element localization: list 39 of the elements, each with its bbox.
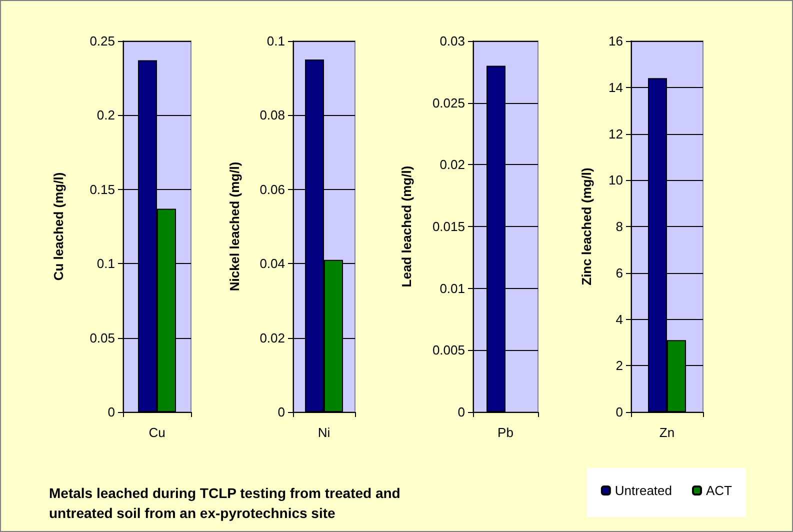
y-tick-label: 0 (458, 404, 465, 420)
y-tick-label: 0.025 (432, 95, 465, 110)
y-tick-label: 0.25 (90, 34, 115, 48)
y-axis-title: Lead leached (mg/l) (399, 166, 414, 288)
y-tick-label: 0 (616, 404, 623, 420)
y-tick-label: 6 (616, 265, 623, 280)
y-tick-label: 0.05 (90, 330, 115, 346)
legend-label: ACT (706, 483, 732, 498)
y-tick-label: 0.06 (260, 182, 285, 197)
y-tick-label: 0.08 (260, 108, 285, 123)
y-tick-label: 0.02 (260, 330, 285, 346)
x-tick-label: Pb (498, 425, 514, 440)
x-tick-label: Ni (318, 425, 330, 440)
y-tick-label: 4 (616, 312, 623, 327)
y-tick-label: 12 (608, 126, 623, 142)
y-tick-label: 2 (616, 358, 623, 374)
x-tick-label: Cu (148, 425, 166, 440)
y-tick-label: 0.015 (432, 219, 465, 234)
y-tick-label: 0 (108, 404, 115, 420)
y-axis-title: Cu leached (mg/l) (51, 172, 66, 281)
y-tick-label: 0.03 (440, 34, 465, 48)
y-tick-label: 0.2 (96, 108, 115, 123)
y-tick-label: 8 (616, 219, 623, 234)
y-tick-label: 0.1 (266, 34, 285, 48)
y-tick-label: 16 (608, 34, 623, 48)
x-tick-label: Zn (659, 425, 675, 440)
y-axis-title: Nickel leached (mg/l) (227, 162, 242, 292)
y-tick-label: 0.01 (440, 280, 465, 296)
y-tick-label: 14 (608, 80, 623, 95)
y-tick-label: 0.04 (260, 256, 285, 272)
legend-label: Untreated (614, 483, 672, 498)
y-tick-label: 0.005 (432, 342, 465, 358)
y-tick-label: 0 (278, 404, 285, 420)
y-tick-label: 0.1 (96, 256, 115, 272)
text: Metals leached during TCLP testing from treated and untreated soil from an ex-pyrotechnics site (49, 485, 404, 521)
y-tick-label: 0.15 (90, 182, 115, 197)
y-tick-label: 10 (608, 172, 623, 188)
y-tick-label: 0.02 (440, 157, 465, 172)
y-axis-title: Zinc leached (mg/l) (579, 168, 594, 286)
